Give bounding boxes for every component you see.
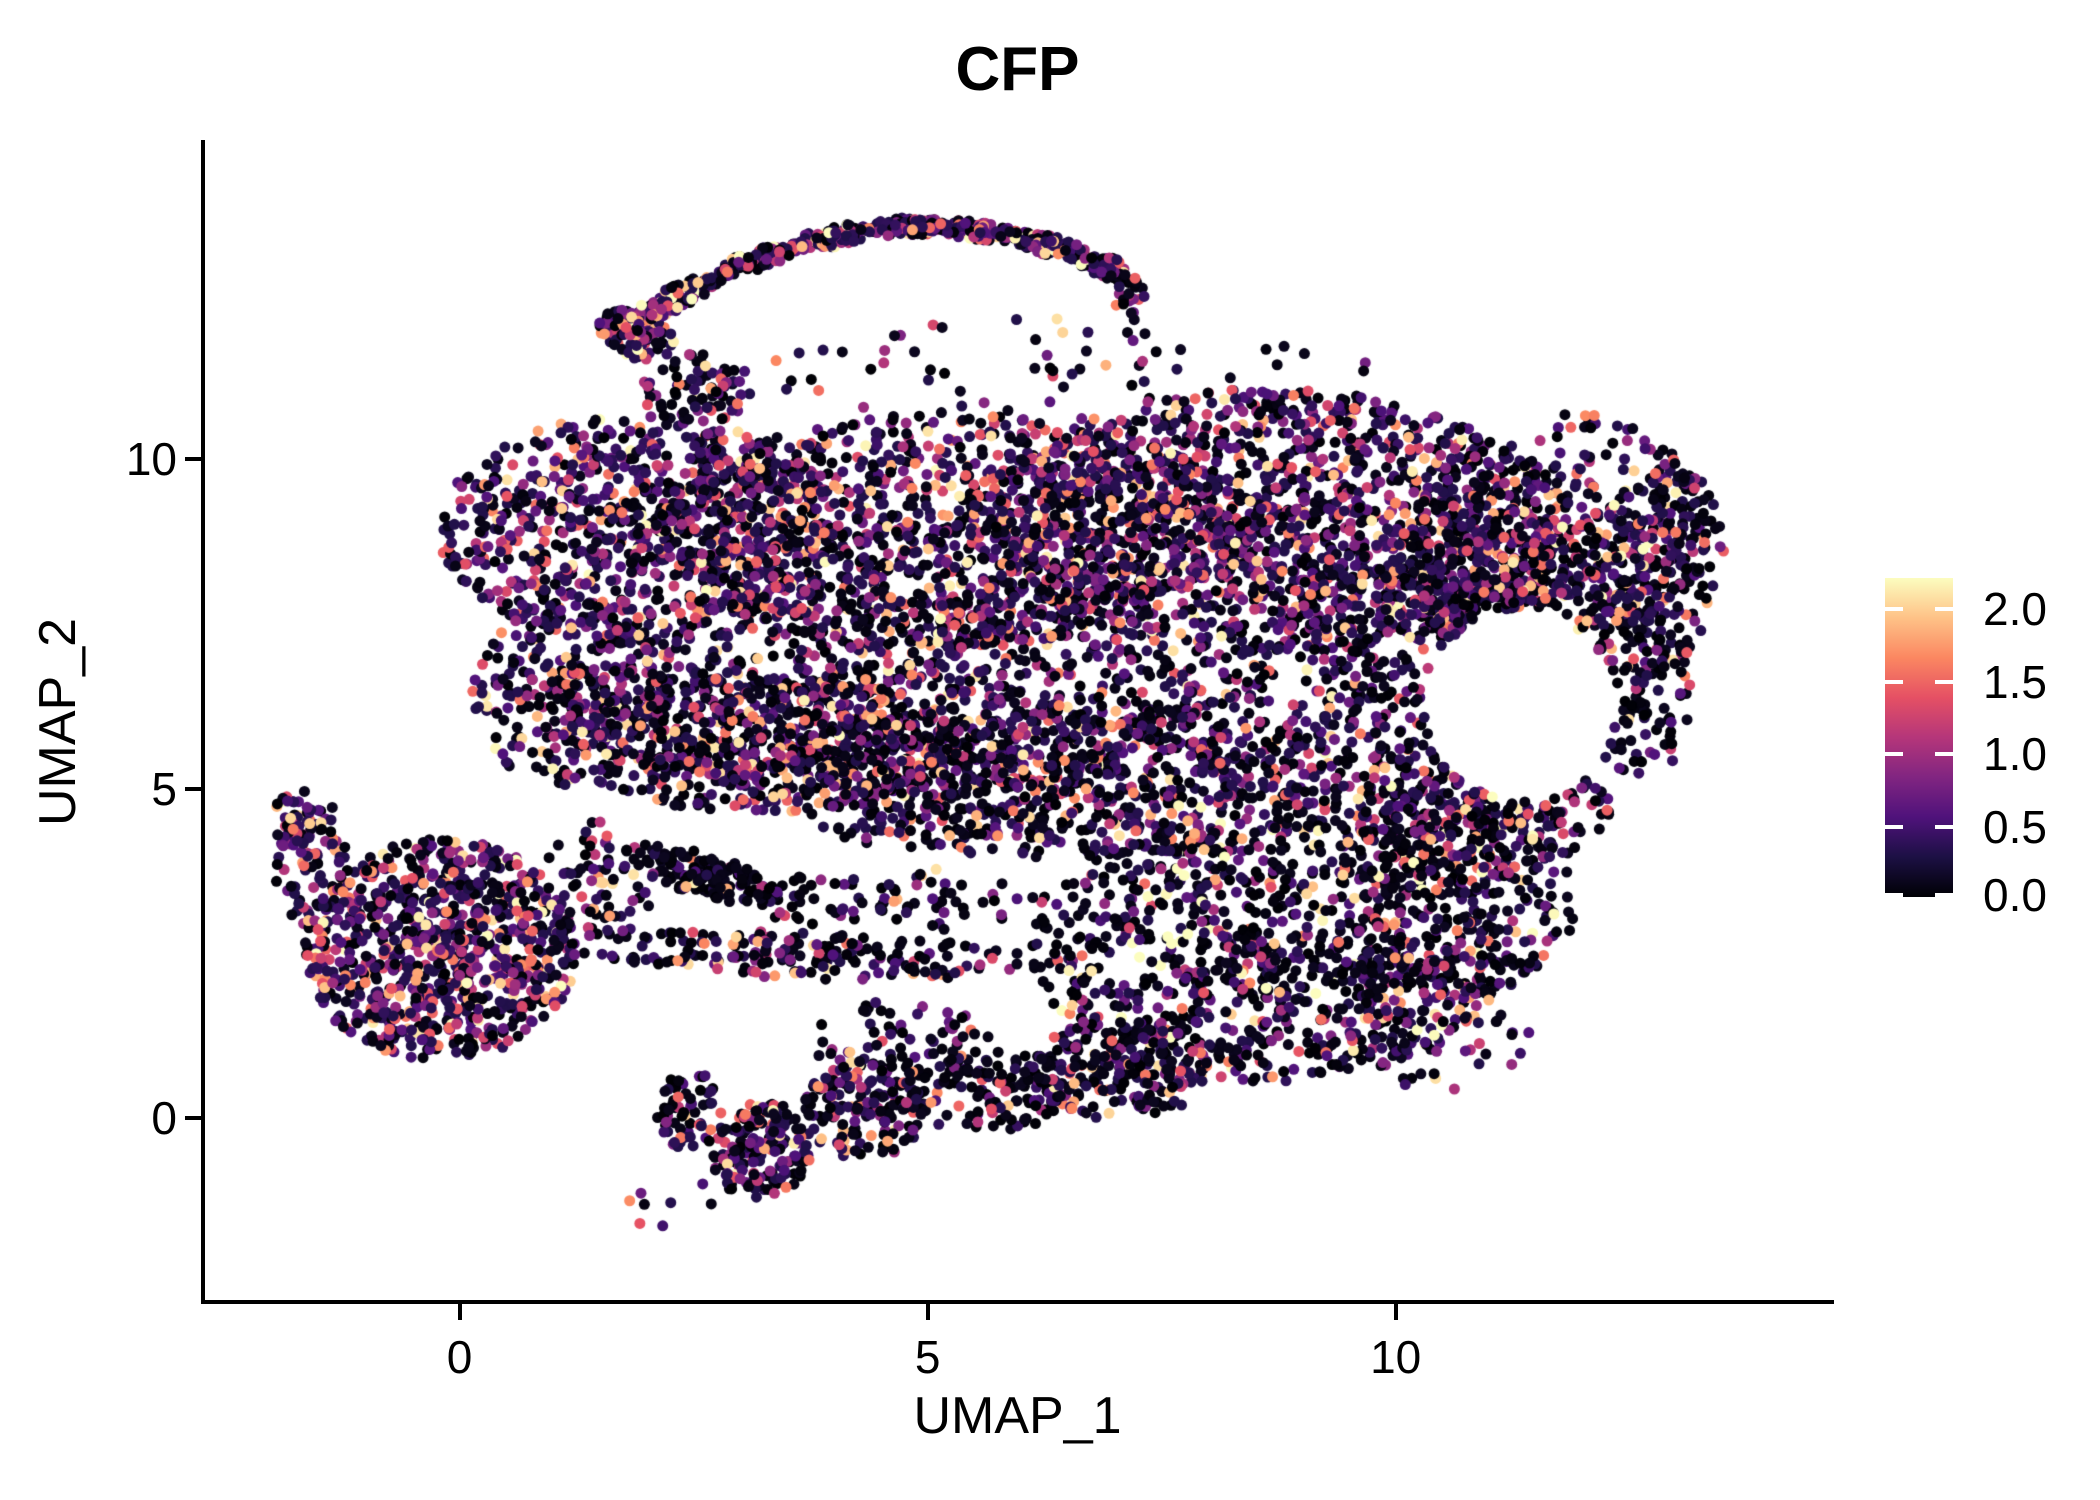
x-tick-label: 5	[914, 1331, 941, 1383]
x-tick-mark	[457, 1304, 462, 1320]
plot-title: CFP	[955, 35, 1080, 104]
colorbar-tick-label: 1.0	[1983, 728, 2047, 780]
y-tick-label: 5	[151, 762, 177, 815]
colorbar-tick	[1935, 679, 1953, 684]
colorbar-tick	[1885, 752, 1903, 756]
x-tick-mark	[925, 1304, 930, 1320]
colorbar-tick	[1885, 893, 1903, 897]
x-tick-label: 10	[1370, 1331, 1422, 1383]
y-tick-mark	[185, 786, 201, 791]
y-tick-label: 10	[125, 433, 177, 486]
colorbar-tick-label: 2.0	[1983, 583, 2047, 635]
y-axis-line	[201, 140, 205, 1304]
scatter-points-canvas	[205, 142, 1830, 1302]
colorbar-tick-label: 0.0	[1983, 869, 2047, 921]
y-tick-mark	[185, 457, 201, 462]
y-tick-label: 0	[151, 1092, 177, 1145]
colorbar-tick	[1935, 752, 1953, 756]
colorbar-tick	[1885, 679, 1903, 684]
colorbar-tick-label: 0.5	[1983, 800, 2047, 853]
colorbar-tick-label: 1.5	[1983, 655, 2047, 708]
colorbar-tick	[1935, 607, 1953, 611]
colorbar-tick	[1885, 824, 1903, 829]
colorbar-tick	[1935, 824, 1953, 829]
colorbar-gradient	[1885, 578, 1953, 897]
colorbar-tick	[1885, 607, 1903, 611]
x-tick-mark	[1393, 1304, 1398, 1320]
x-tick-label: 0	[446, 1331, 473, 1383]
colorbar-tick	[1935, 893, 1953, 897]
x-axis-title: UMAP_1	[913, 1387, 1122, 1445]
y-tick-mark	[185, 1116, 201, 1121]
y-axis-title: UMAP_2	[29, 617, 87, 827]
x-axis-line	[201, 1300, 1834, 1304]
